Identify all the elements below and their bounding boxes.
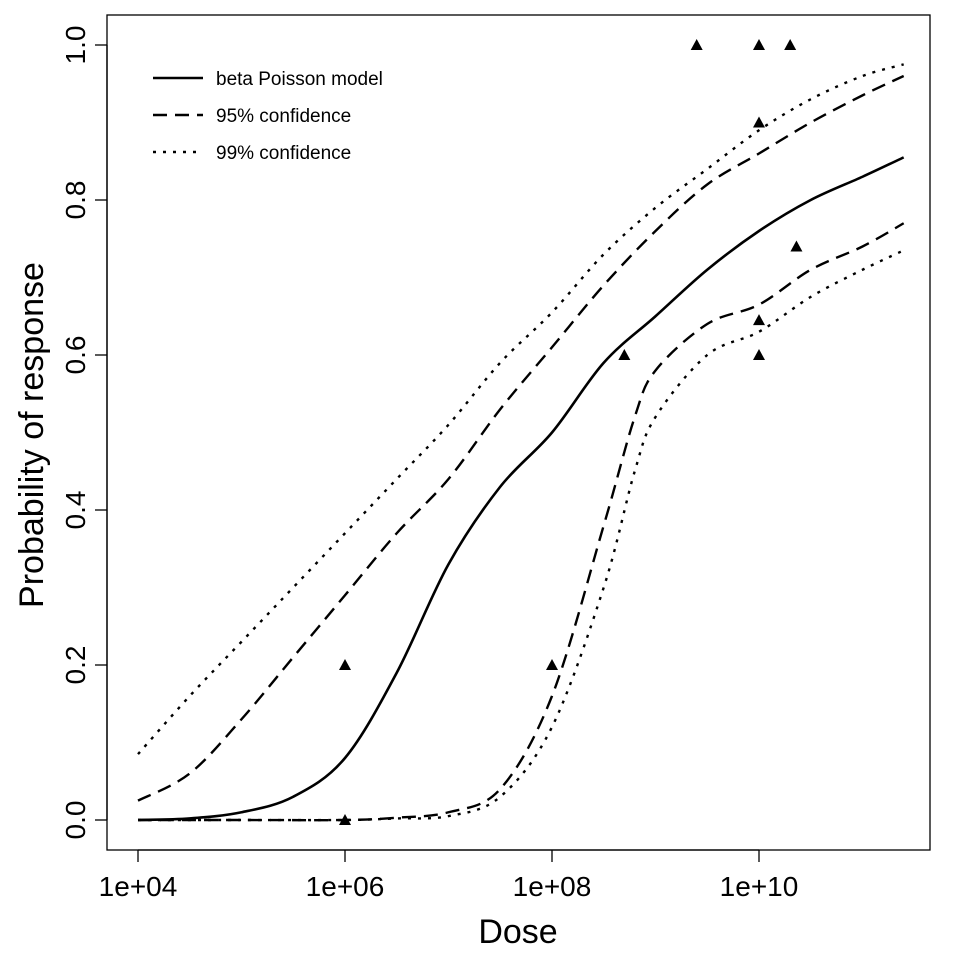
data-point-triangle bbox=[753, 116, 765, 128]
plot-frame bbox=[106, 14, 931, 851]
data-point-triangle bbox=[339, 659, 351, 670]
legend-label: 95% confidence bbox=[216, 106, 351, 127]
y-axis-label: Probability of response bbox=[13, 262, 51, 608]
x-axis-label: Dose bbox=[478, 913, 557, 951]
y-tick-label: 0.0 bbox=[60, 801, 91, 840]
legend: beta Poisson model 95% confidence 99% conf… bbox=[153, 69, 383, 164]
series-solid-line-0 bbox=[137, 156, 905, 822]
x-tick-label: 1e+08 bbox=[513, 871, 592, 902]
data-point-triangle bbox=[690, 39, 703, 50]
x-tick-label: 1e+06 bbox=[306, 871, 385, 902]
series-dotted-line-3 bbox=[137, 63, 905, 755]
legend-label: 99% confidence bbox=[216, 143, 351, 164]
y-axis: 0.0 0.2 0.4 0.6 0.8 1.0 bbox=[60, 26, 108, 840]
data-point-triangle bbox=[790, 240, 803, 252]
series-dashed-line-2 bbox=[138, 222, 905, 822]
data-point-triangle bbox=[339, 814, 351, 825]
data-points bbox=[339, 39, 803, 825]
data-point-triangle bbox=[753, 349, 765, 360]
data-point-triangle bbox=[784, 39, 797, 50]
x-axis: 1e+04 1e+06 1e+08 1e+10 bbox=[99, 849, 799, 902]
y-tick-label: 0.8 bbox=[60, 181, 91, 220]
y-tick-label: 1.0 bbox=[60, 26, 91, 65]
legend-label: beta Poisson model bbox=[216, 69, 383, 90]
x-tick-label: 1e+10 bbox=[720, 871, 799, 902]
data-point-triangle bbox=[753, 39, 765, 50]
series-dashed-line-1 bbox=[137, 74, 905, 802]
data-point-triangle bbox=[753, 314, 765, 326]
data-point-triangle bbox=[618, 349, 631, 360]
data-point-triangle bbox=[546, 659, 558, 670]
y-tick-label: 0.6 bbox=[60, 336, 91, 375]
series-dotted-line-4 bbox=[138, 249, 905, 822]
y-tick-label: 0.4 bbox=[60, 491, 91, 530]
curves bbox=[137, 63, 905, 822]
x-tick-label: 1e+04 bbox=[99, 871, 178, 902]
y-tick-label: 0.2 bbox=[60, 646, 91, 685]
